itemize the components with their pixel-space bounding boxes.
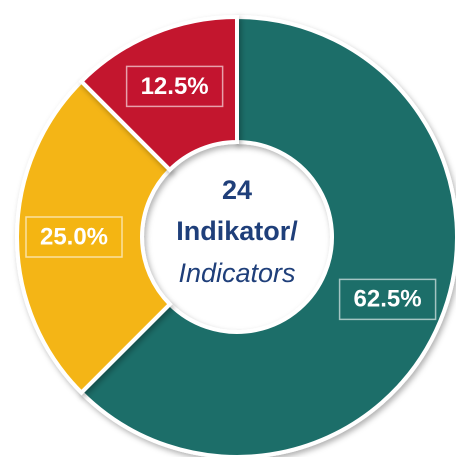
labels: 62.5% 25.0% 12.5% [25, 65, 437, 321]
value-label: 62.5% [354, 286, 422, 313]
slice [78, 14, 456, 457]
label-box [125, 65, 224, 108]
value-label: 25.0% [40, 223, 108, 250]
value-label: 12.5% [141, 73, 209, 100]
center-label-en: Indicators [178, 258, 295, 288]
label-box [338, 278, 437, 321]
center-total: 24 [222, 175, 252, 205]
center-label: Indikator/ [176, 216, 298, 246]
label-box [25, 216, 123, 258]
